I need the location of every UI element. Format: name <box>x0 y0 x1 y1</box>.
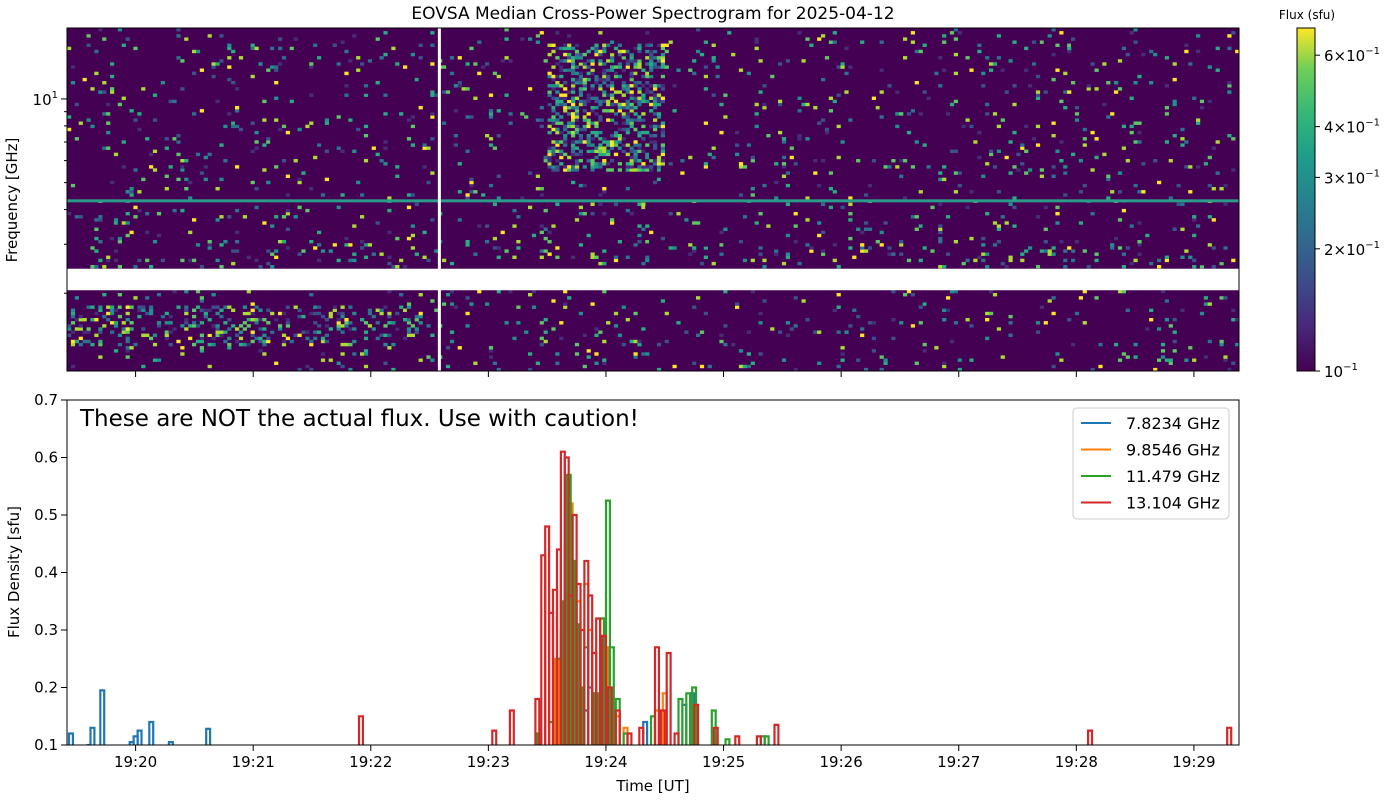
y-tick-label: 0.4 <box>34 564 58 582</box>
series-3-point <box>606 686 613 745</box>
series-0-point <box>89 726 96 745</box>
series-2-point <box>691 686 698 745</box>
series-3-point <box>712 726 719 745</box>
x-tick-label: 19:22 <box>349 753 392 771</box>
series-3-point <box>653 646 660 745</box>
y-tick-label: 0.7 <box>34 391 58 409</box>
series-2-point <box>677 697 684 745</box>
series-0-point <box>99 689 106 745</box>
series-2-point <box>685 692 692 745</box>
spectrogram-axes-frame <box>66 27 1240 372</box>
spectrogram-x-ticks <box>135 371 1195 377</box>
series-3-point <box>357 715 364 745</box>
series-0-point <box>148 720 155 745</box>
series-2-point <box>763 735 770 745</box>
series-3-point <box>755 735 762 745</box>
legend: 7.8234 GHz 9.8546 GHz 11.479 GHz 13.104 GHz <box>1081 414 1220 513</box>
series-3-point <box>626 732 633 745</box>
series-2-point <box>724 738 731 745</box>
series-3-point <box>659 709 666 745</box>
x-tick-label: 19:21 <box>232 753 275 771</box>
x-tick-label: 19:29 <box>1172 753 1215 771</box>
time-gap <box>437 28 441 371</box>
series-3-point <box>734 735 741 745</box>
series-3-point <box>508 709 515 745</box>
series-2-point <box>604 499 611 745</box>
colorbar-tick-label: 2×10−1 <box>1324 240 1380 259</box>
series-0-point <box>205 727 212 745</box>
spectrogram-y-ticks: 101 <box>33 90 67 294</box>
y-tick-label: 0.2 <box>34 679 58 697</box>
series-3-point <box>673 732 680 745</box>
series-3-point <box>614 709 621 745</box>
series-3-point <box>773 723 780 745</box>
flux-axes-frame <box>66 399 1240 746</box>
x-tick-label: 19:27 <box>937 753 980 771</box>
y-tick-label: 101 <box>33 90 58 109</box>
flux-x-ticks: 19:20 19:21 19:22 19:23 19:24 19:25 19:26 19:27… <box>114 745 1216 771</box>
series-3-point <box>665 651 672 745</box>
y-tick-label: 0.5 <box>34 506 58 524</box>
x-tick-label: 19:23 <box>467 753 510 771</box>
colorbar-tick-label: 10−1 <box>1324 362 1358 381</box>
series-3-point <box>638 726 645 745</box>
series-3-point <box>1226 726 1233 745</box>
caution-annotation: These are NOT the actual flux. Use with … <box>79 406 639 432</box>
legend-label: 13.104 GHz <box>1126 494 1220 513</box>
flux-x-axis-label: Time [UT] <box>615 777 689 795</box>
series-3-point <box>693 703 700 745</box>
series-2-point <box>608 646 615 745</box>
frequency-gap <box>67 268 1239 291</box>
y-tick-label: 0.3 <box>34 621 58 639</box>
spectrogram-y-axis-label: Frequency [GHz] <box>3 138 21 263</box>
series-3-point <box>600 634 608 745</box>
colorbar-tick-label: 6×10−1 <box>1324 46 1380 65</box>
spectrogram-title: EOVSA Median Cross-Power Spectrogram for… <box>411 4 894 24</box>
legend-box <box>1072 407 1230 520</box>
flux-y-axis-label: Flux Density [sfu] <box>5 506 23 638</box>
flux-y-ticks: 0.1 0.2 0.3 0.4 0.5 0.6 0.7 <box>34 391 67 754</box>
series-0-point <box>67 732 74 745</box>
legend-label: 11.479 GHz <box>1126 467 1220 486</box>
series-0-point <box>167 741 174 745</box>
x-tick-label: 19:20 <box>114 753 157 771</box>
legend-label: 9.8546 GHz <box>1126 441 1220 460</box>
x-tick-label: 19:28 <box>1055 753 1098 771</box>
colorbar <box>1296 27 1316 372</box>
persistent-emission-line <box>67 199 1239 203</box>
series-3-point <box>491 729 498 745</box>
series-3-point <box>595 617 602 745</box>
colorbar-tick-label: 4×10−1 <box>1324 118 1380 137</box>
colorbar-tick-label: 3×10−1 <box>1324 168 1380 187</box>
x-tick-label: 19:25 <box>702 753 745 771</box>
flux-series <box>67 450 1233 745</box>
x-tick-label: 19:24 <box>584 753 627 771</box>
heatmap-cells <box>67 28 1239 371</box>
x-tick-label: 19:26 <box>820 753 863 771</box>
series-3 <box>357 450 1233 745</box>
colorbar-ticks: 10−1 2×10−1 3×10−1 4×10−1 6×10−1 <box>1315 46 1380 381</box>
y-tick-label: 0.6 <box>34 449 58 467</box>
spectrogram-heatmap <box>67 28 1239 371</box>
series-3-point <box>534 697 541 745</box>
y-tick-label: 0.1 <box>34 736 58 754</box>
series-0-point <box>136 729 143 745</box>
colorbar-label: Flux (sfu) <box>1279 8 1335 22</box>
series-3-point <box>1087 729 1094 745</box>
legend-label: 7.8234 GHz <box>1126 414 1220 433</box>
